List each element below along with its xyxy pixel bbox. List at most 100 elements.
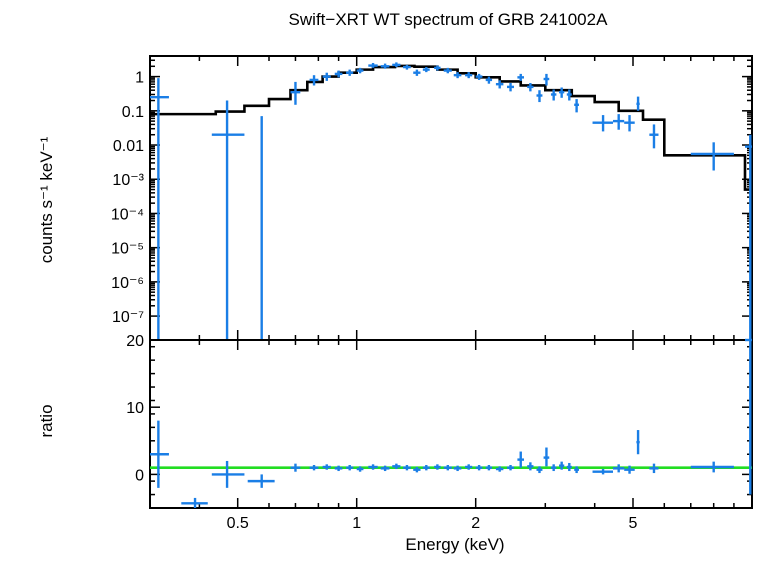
spectrum-point: [485, 76, 493, 84]
top-y-tick-label: 10⁻⁵: [111, 241, 144, 258]
ratio-point: [543, 447, 550, 467]
spectrum-point: [536, 90, 543, 103]
ratio-point: [334, 465, 343, 472]
spectrum-point: [368, 62, 378, 68]
ratio-point: [322, 464, 331, 470]
spectrum-point: [356, 67, 364, 74]
spectrum-point: [495, 80, 504, 89]
ratio-point: [527, 462, 534, 471]
ratio-point: [422, 464, 430, 471]
top-y-tick-label: 10⁻⁶: [111, 275, 144, 292]
spectrum-point: [690, 142, 734, 171]
spectrum-point: [309, 75, 319, 86]
spectrum-point: [592, 115, 613, 132]
ratio-point: [453, 465, 462, 472]
spectrum-panel: 1 0.1 0.01 10⁻³ 10⁻⁴ 10⁻⁵ 10⁻⁶ 10⁻⁷: [111, 55, 753, 341]
spectrum-point: [434, 65, 441, 71]
spectrum-point: [403, 64, 411, 70]
spectrum-point: [443, 67, 452, 74]
spectrum-point: [649, 124, 659, 149]
spectrum-point: [346, 69, 354, 76]
spectrum-point: [322, 72, 331, 81]
spectrum-point: [566, 89, 572, 101]
top-y-tick-label: 10⁻⁷: [112, 309, 144, 326]
spectrum-point: [612, 114, 625, 130]
bottom-y-tick-label: 0: [135, 467, 144, 484]
ratio-point: [506, 464, 515, 471]
spectrum-point: [475, 73, 483, 80]
ratio-point: [403, 464, 411, 471]
ratio-point: [550, 464, 557, 472]
x-tick-label: 2: [471, 515, 480, 532]
top-y-tick-label: 10⁻⁴: [111, 206, 144, 223]
spectrum-point: [392, 62, 401, 68]
top-y-tick-label: 1: [135, 70, 144, 87]
ratio-point: [356, 466, 364, 472]
spectrum-point: [453, 72, 462, 79]
ratio-point: [744, 338, 752, 495]
spectrum-point: [559, 87, 565, 98]
bottom-panel-ylabel: ratio: [37, 404, 56, 437]
ratio-point: [612, 464, 625, 473]
spectrum-point: [211, 100, 245, 340]
spectrum-point: [636, 96, 640, 111]
ratio-panel: 0.5 1 2 5 0 10 20: [126, 333, 753, 532]
ratio-point: [475, 464, 483, 471]
chart-title: Swift−XRT WT spectrum of GRB 241002A: [289, 10, 609, 29]
ratio-point: [346, 464, 354, 471]
ratio-point: [150, 420, 169, 488]
ratio-point: [368, 464, 378, 470]
bottom-y-tick-label: 10: [126, 400, 144, 417]
ratio-point: [517, 451, 525, 468]
x-tick-label: 5: [629, 515, 638, 532]
top-y-tick-label: 0.01: [113, 138, 144, 155]
spectrum-point: [744, 134, 752, 340]
bottom-panel-frame: [149, 339, 753, 509]
ratio-point: [566, 462, 572, 472]
ratio-point: [485, 464, 493, 471]
ratio-point: [649, 463, 659, 474]
top-panel-frame: [149, 55, 753, 341]
ratio-point: [574, 466, 579, 474]
ratio-point: [636, 430, 640, 455]
ratio-point: [211, 460, 245, 488]
spectrum-point: [506, 82, 515, 92]
spectrum-point: [334, 70, 343, 78]
model-curve: [150, 64, 752, 191]
spectrum-point: [624, 115, 635, 132]
spectrum-point: [380, 63, 390, 69]
ratio-point: [465, 464, 473, 470]
ratio-point: [413, 467, 421, 473]
ratio-point: [247, 474, 275, 488]
ratio-point: [495, 466, 504, 472]
spectrum-point: [550, 89, 557, 101]
spectrum-point: [413, 69, 421, 76]
spectrum-point: [422, 67, 430, 73]
x-axis-label: Energy (keV): [405, 535, 504, 554]
top-y-tick-label: 0.1: [122, 104, 144, 121]
ratio-point: [380, 465, 390, 472]
bottom-y-tick-label: 20: [126, 333, 144, 350]
spectrum-point: [574, 99, 579, 113]
spectrum-point: [290, 81, 301, 105]
ratio-point: [309, 464, 319, 471]
ratio-point: [536, 466, 543, 474]
top-y-tick-label: 10⁻³: [112, 172, 144, 189]
ratio-point: [624, 465, 635, 474]
x-tick-label: 1: [352, 515, 361, 532]
ratio-point: [392, 463, 401, 470]
spectrum-point: [150, 78, 169, 340]
ratio-point: [690, 461, 734, 473]
x-tick-label: 0.5: [227, 515, 249, 532]
spectrum-point: [465, 72, 473, 79]
spectrum-point: [543, 73, 550, 86]
spectrum-point: [527, 82, 534, 92]
ratio-point: [443, 464, 452, 471]
ratio-point: [290, 463, 301, 472]
ratio-point: [181, 497, 208, 508]
ratio-point: [559, 461, 565, 470]
ratio-point: [592, 469, 613, 475]
ratio-point: [434, 464, 441, 470]
